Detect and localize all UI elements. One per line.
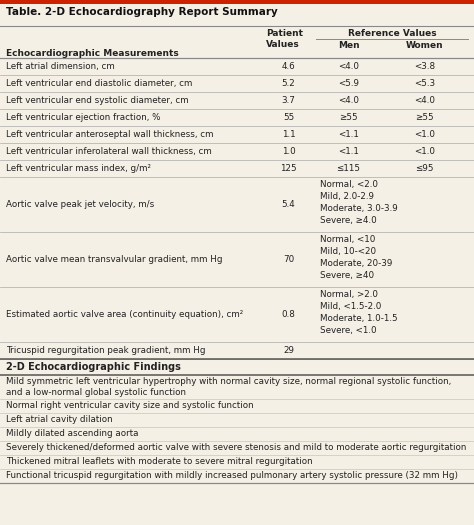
Text: Left ventricular end systolic diameter, cm: Left ventricular end systolic diameter, … [6,96,189,105]
Text: 125: 125 [280,164,297,173]
Text: Severely thickened/deformed aortic valve with severe stenosis and mild to modera: Severely thickened/deformed aortic valve… [6,443,466,452]
Text: <4.0: <4.0 [414,96,435,105]
Text: 1.1: 1.1 [282,130,295,139]
Text: ≥55: ≥55 [339,113,358,122]
Text: 4.6: 4.6 [282,62,295,71]
Text: 2-D Echocardiographic Findings: 2-D Echocardiographic Findings [6,362,181,372]
Text: <1.0: <1.0 [414,130,435,139]
Text: ≥55: ≥55 [415,113,434,122]
Text: <3.8: <3.8 [414,62,435,71]
Text: Normal right ventricular cavity size and systolic function: Normal right ventricular cavity size and… [6,401,254,410]
Text: Mild symmetric left ventricular hypertrophy with normal cavity size, normal regi: Mild symmetric left ventricular hypertro… [6,377,451,397]
Text: Estimated aortic valve area (continuity equation), cm²: Estimated aortic valve area (continuity … [6,310,243,319]
Text: 70: 70 [283,255,294,264]
Text: <1.0: <1.0 [414,147,435,156]
Text: ≤95: ≤95 [415,164,434,173]
Text: 1.0: 1.0 [282,147,295,156]
Text: Left atrial dimension, cm: Left atrial dimension, cm [6,62,115,71]
Text: Mildly dilated ascending aorta: Mildly dilated ascending aorta [6,429,138,438]
Text: 3.7: 3.7 [282,96,295,105]
Text: Thickened mitral leaflets with moderate to severe mitral regurgitation: Thickened mitral leaflets with moderate … [6,457,313,466]
Text: 5.4: 5.4 [282,200,295,209]
Text: <4.0: <4.0 [338,62,359,71]
Text: Reference Values: Reference Values [348,29,436,38]
Text: <5.9: <5.9 [338,79,359,88]
Text: Table. 2-D Echocardiography Report Summary: Table. 2-D Echocardiography Report Summa… [6,7,278,17]
Text: <5.3: <5.3 [414,79,435,88]
Text: ≤115: ≤115 [337,164,361,173]
Text: <1.1: <1.1 [338,147,359,156]
Text: 29: 29 [283,346,294,355]
Text: Left ventricular anteroseptal wall thickness, cm: Left ventricular anteroseptal wall thick… [6,130,213,139]
Text: Normal, <2.0
Mild, 2.0-2.9
Moderate, 3.0-3.9
Severe, ≥4.0: Normal, <2.0 Mild, 2.0-2.9 Moderate, 3.0… [320,180,398,225]
Text: <1.1: <1.1 [338,130,359,139]
Text: 5.2: 5.2 [282,79,295,88]
Text: Patient
Values: Patient Values [266,29,303,49]
Text: Left ventricular inferolateral wall thickness, cm: Left ventricular inferolateral wall thic… [6,147,212,156]
Text: Women: Women [406,41,443,50]
Text: Left atrial cavity dilation: Left atrial cavity dilation [6,415,113,424]
Text: 0.8: 0.8 [282,310,295,319]
Text: Normal, >2.0
Mild, <1.5-2.0
Moderate, 1.0-1.5
Severe, <1.0: Normal, >2.0 Mild, <1.5-2.0 Moderate, 1.… [320,290,398,335]
Text: Left ventricular ejection fraction, %: Left ventricular ejection fraction, % [6,113,161,122]
Text: Echocardiographic Measurements: Echocardiographic Measurements [6,49,179,58]
Text: Men: Men [337,41,359,50]
Text: Functional tricuspid regurgitation with mildly increased pulmonary artery systol: Functional tricuspid regurgitation with … [6,471,458,480]
Text: Left ventricular mass index, g/m²: Left ventricular mass index, g/m² [6,164,151,173]
Text: 55: 55 [283,113,294,122]
Text: Tricuspid regurgitation peak gradient, mm Hg: Tricuspid regurgitation peak gradient, m… [6,346,206,355]
Text: Left ventricular end diastolic diameter, cm: Left ventricular end diastolic diameter,… [6,79,192,88]
Bar [0,0,474,4]
Text: <4.0: <4.0 [338,96,359,105]
Text: Aortic valve peak jet velocity, m/s: Aortic valve peak jet velocity, m/s [6,200,154,209]
Text: Normal, <10
Mild, 10-<20
Moderate, 20-39
Severe, ≥40: Normal, <10 Mild, 10-<20 Moderate, 20-39… [320,235,392,280]
Text: Aortic valve mean transvalvular gradient, mm Hg: Aortic valve mean transvalvular gradient… [6,255,222,264]
